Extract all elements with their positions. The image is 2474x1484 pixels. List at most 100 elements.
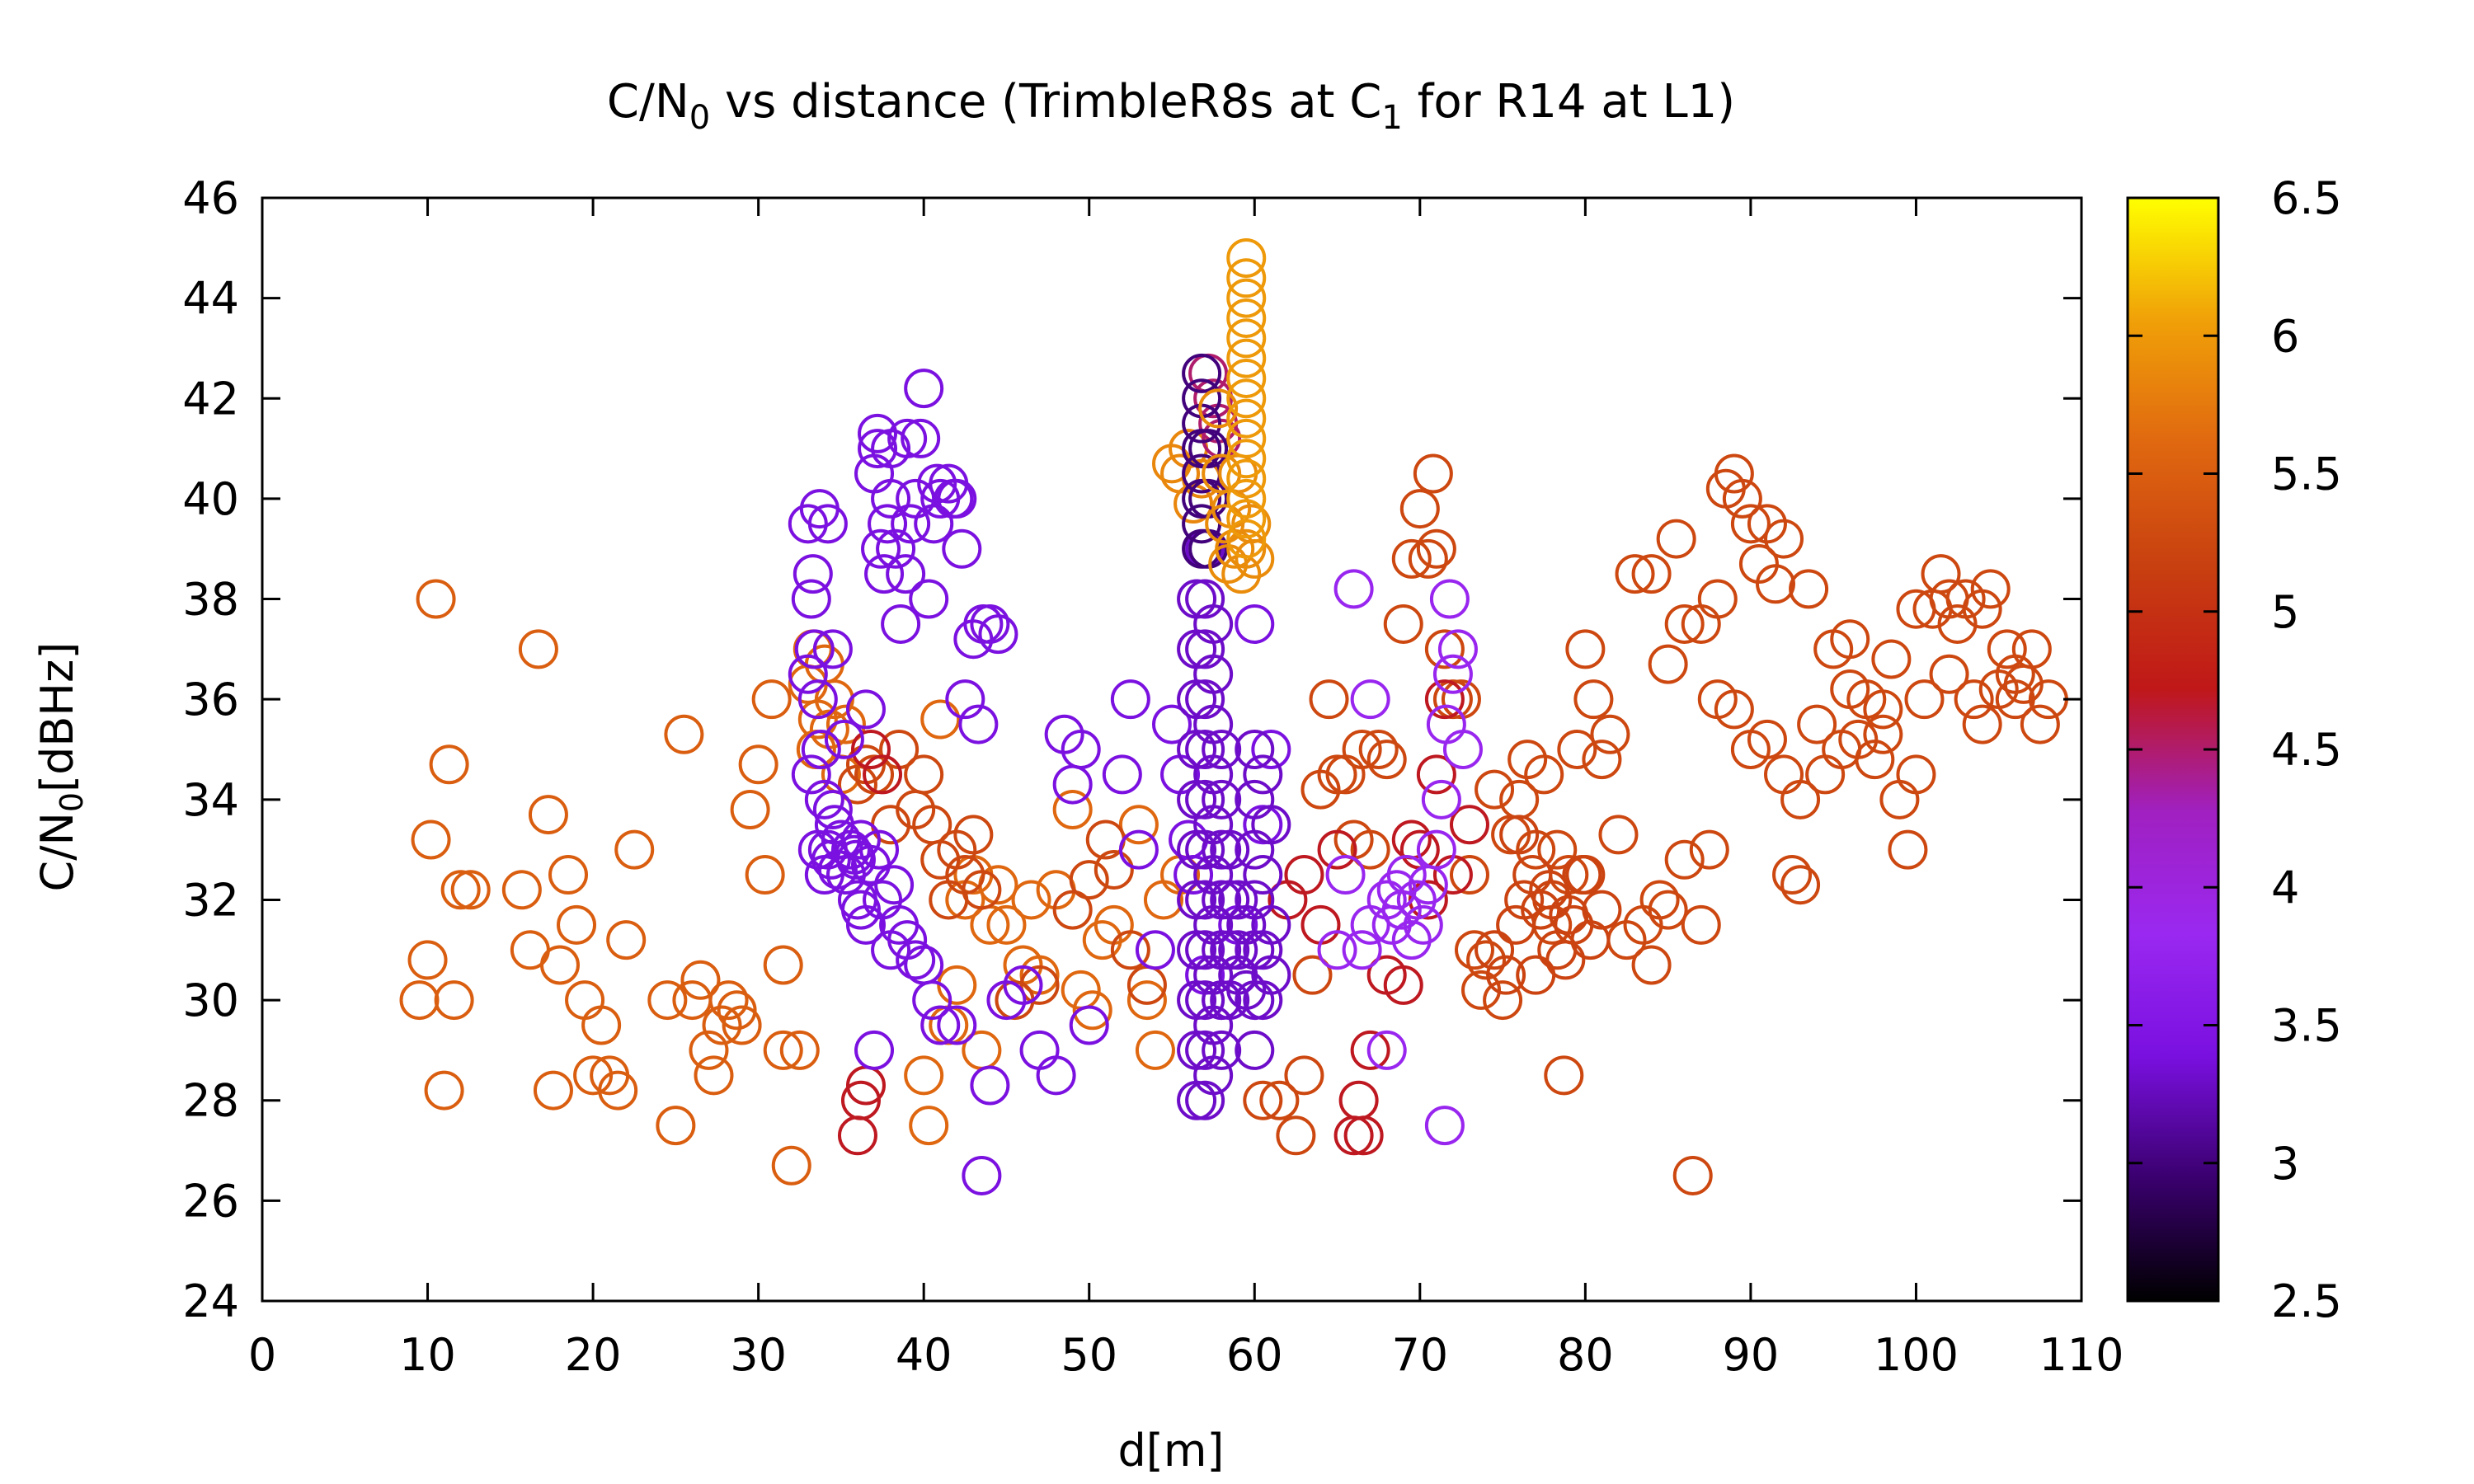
- data-point: [1664, 839, 1705, 880]
- data-point: [1072, 990, 1112, 1031]
- data-point: [970, 1065, 1010, 1106]
- data-point: [1226, 528, 1267, 569]
- data-point: [1442, 730, 1483, 769]
- data-point: [1432, 679, 1473, 720]
- data-point: [1416, 754, 1456, 795]
- data-point: [1251, 805, 1291, 845]
- data-point: [1689, 829, 1729, 870]
- data-point: [1135, 1030, 1175, 1070]
- data-point: [788, 504, 828, 544]
- data-point: [794, 629, 835, 669]
- y-tick-label: 44: [182, 273, 239, 325]
- data-point: [953, 815, 994, 855]
- data-point: [1135, 930, 1175, 970]
- data-point: [1152, 704, 1192, 744]
- data-point: [528, 795, 568, 835]
- data-point: [1350, 679, 1390, 720]
- y-tick-label: 42: [182, 373, 239, 425]
- data-point: [1863, 689, 1903, 730]
- x-tick-label: 60: [1226, 1329, 1283, 1381]
- data-point: [834, 834, 874, 875]
- data-point: [1358, 730, 1399, 769]
- data-point: [1672, 1155, 1713, 1195]
- x-tick-label: 110: [2039, 1329, 2124, 1381]
- data-point: [909, 579, 949, 619]
- data-point: [1499, 815, 1540, 855]
- data-point: [1537, 930, 1578, 970]
- data-point: [825, 704, 866, 744]
- x-tick-label: 90: [1723, 1329, 1780, 1381]
- colorbar-tick-label: 3: [2271, 1138, 2299, 1190]
- data-point: [1391, 538, 1432, 579]
- data-point: [1863, 714, 1903, 754]
- data-point: [801, 730, 841, 769]
- data-point: [1416, 528, 1456, 569]
- x-tick-label: 80: [1557, 1329, 1614, 1381]
- data-point: [1243, 855, 1283, 895]
- data-point: [1475, 930, 1515, 970]
- data-point: [1202, 1030, 1242, 1070]
- y-axis-label: C/N0[dBHz]: [31, 642, 90, 892]
- colorbar-axis: 2.5 3 3.5 4 4.5 5 5.5 6 6.5: [2128, 172, 2342, 1327]
- data-point: [399, 980, 440, 1021]
- data-point: [1780, 865, 1821, 905]
- data-point: [1437, 629, 1478, 669]
- data-point: [1019, 1030, 1060, 1070]
- data-point: [656, 1106, 696, 1146]
- data-point: [708, 980, 749, 1021]
- data-point: [1102, 754, 1142, 795]
- data-point: [581, 1005, 622, 1045]
- data-point: [804, 779, 844, 819]
- data-point: [1193, 1005, 1234, 1045]
- data-point: [1177, 679, 1217, 720]
- data-point: [937, 1005, 977, 1045]
- data-point: [858, 413, 898, 453]
- data-point: [1408, 538, 1448, 579]
- data-point: [1483, 980, 1523, 1021]
- data-point: [1424, 629, 1465, 669]
- data-point: [1210, 829, 1250, 870]
- data-point: [450, 870, 491, 910]
- data-point: [565, 980, 605, 1021]
- data-point: [1019, 965, 1060, 1005]
- data-point: [1292, 955, 1333, 995]
- data-point: [1780, 779, 1821, 819]
- colorbar-tick-label: 5.5: [2271, 448, 2342, 500]
- data-point: [1284, 855, 1324, 895]
- data-point: [1185, 779, 1225, 819]
- y-tick-label: 30: [182, 974, 239, 1026]
- data-point: [1202, 880, 1242, 920]
- data-point: [1126, 980, 1167, 1021]
- data-point: [945, 679, 985, 720]
- data-point: [1202, 829, 1242, 870]
- data-point: [738, 744, 778, 785]
- data-point: [871, 478, 911, 519]
- data-point: [901, 418, 941, 458]
- data-point: [1185, 829, 1225, 870]
- data-point: [647, 980, 688, 1021]
- data-point: [1333, 1115, 1374, 1156]
- data-point: [854, 453, 895, 494]
- data-point: [837, 1115, 877, 1156]
- y-tick-label: 28: [182, 1075, 239, 1127]
- data-point: [1251, 904, 1291, 945]
- data-point: [1350, 829, 1390, 870]
- colorbar-tick-label: 4: [2271, 862, 2299, 913]
- data-point: [1449, 855, 1489, 895]
- data-point: [986, 904, 1027, 945]
- data-point: [1879, 779, 1920, 819]
- data-point: [874, 865, 915, 905]
- data-point: [1366, 740, 1407, 780]
- data-point: [904, 754, 944, 795]
- data-point: [1235, 1030, 1275, 1070]
- data-point: [1386, 855, 1427, 895]
- data-point: [962, 1155, 1002, 1195]
- colorbar-tick-label: 6.5: [2271, 172, 2342, 224]
- data-point: [1366, 1030, 1407, 1070]
- data-point: [1350, 904, 1390, 945]
- data-point: [1486, 955, 1526, 995]
- data-point: [1565, 629, 1606, 669]
- data-point: [1235, 779, 1275, 819]
- data-point: [1185, 730, 1225, 769]
